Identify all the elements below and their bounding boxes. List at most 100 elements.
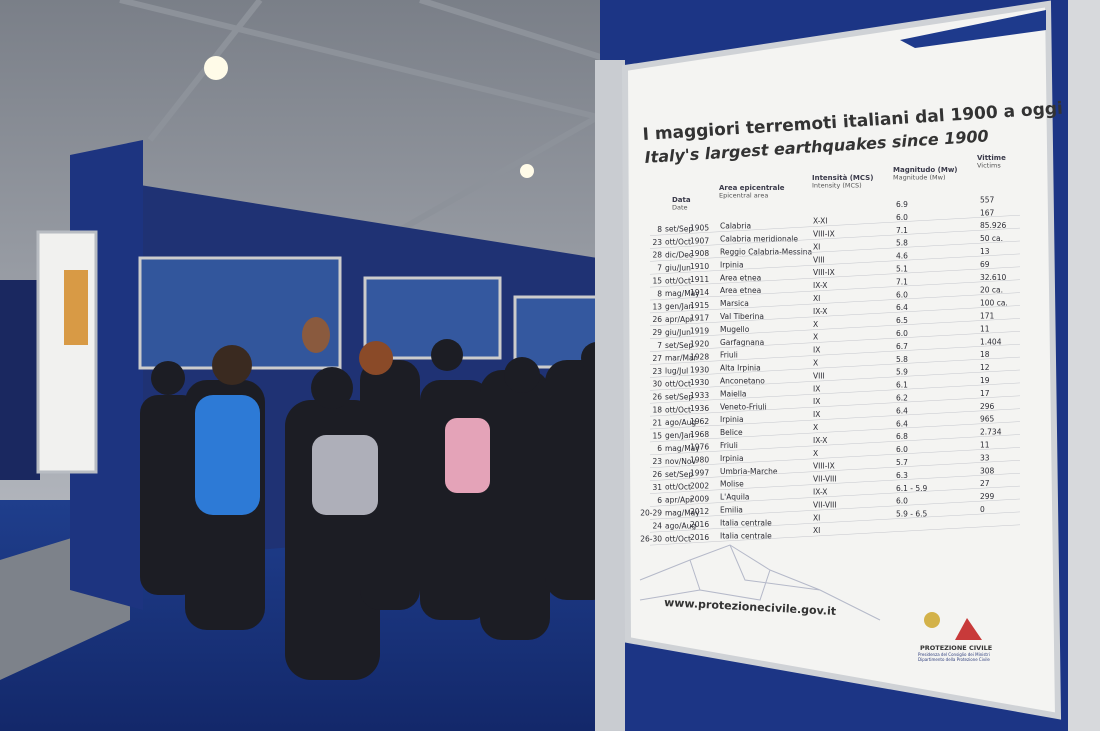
day: 23 [652,457,662,466]
row-rule [649,472,1021,494]
header-it: Magnitudo (Mw) [893,166,958,174]
month: ott/Oct [665,238,691,247]
year: 1930 [690,378,709,387]
intensity: IX-X [813,436,827,445]
intensity: X [813,423,818,432]
day: 26 [652,315,662,324]
intensity: IX [813,346,820,355]
day: 26-30 [640,534,662,543]
victims: 85.926 [980,221,1006,230]
month: gen/Jan [665,431,693,440]
header-it: Intensità (MCS) [812,174,873,182]
day: 15 [652,431,662,440]
victims: 2.734 [980,428,1002,437]
month: ott/Oct [665,534,691,543]
victims: 33 [980,453,990,462]
intensity: IX [813,397,820,406]
month: mag/May [665,509,700,518]
month: nov/Nov [665,457,697,466]
day: 23 [652,238,662,247]
magnitude: 6.1 [896,381,908,390]
row-rule [649,485,1021,507]
intensity: VIII-IX [813,268,835,277]
victims: 18 [980,350,990,359]
intensity: VII-VIII [813,500,837,509]
row-rule [649,240,1021,262]
month: giu/Jun [665,263,691,272]
intensity: X [813,320,818,329]
month: ott/Oct [665,483,691,492]
magnitude: 5.7 [896,458,908,467]
logo-subtitle-box: Presidenza del Consiglio dei Ministri Di… [918,652,990,662]
victims: 32.610 [980,273,1006,282]
magnitude: 6.0 [896,213,908,222]
area: Irpinia [720,415,744,424]
year: 1907 [690,236,709,245]
month: dic/Dec [665,251,693,260]
day: 24 [652,522,662,531]
month: gen/Jan [665,302,693,311]
row-rule [649,434,1021,456]
side-wall [0,280,40,480]
year: 2002 [690,481,709,490]
day: 7 [657,264,662,273]
magnitude: 6.4 [896,419,908,428]
ceiling-light [204,56,228,80]
month: mag/May [665,444,700,453]
row-rule [649,447,1021,468]
victims: 69 [980,260,990,269]
day: 18 [652,405,662,414]
intensity: IX [813,410,820,419]
area: Emilia [720,506,743,515]
magnitude: 7.1 [896,226,908,235]
victims: 965 [980,415,995,424]
year: 1968 [690,430,709,439]
year: 1936 [690,404,709,413]
victims: 299 [980,492,995,501]
year: 1914 [690,288,709,297]
victims: 100 ca. [980,299,1008,308]
victims: 17 [980,389,990,398]
intensity: VIII [813,371,825,380]
intensity: IX-X [813,487,827,496]
area: Alta Irpinia [720,364,761,373]
year: 1919 [690,327,709,336]
magnitude: 5.8 [896,239,908,248]
day: 30 [652,380,662,389]
month: ott/Oct [665,405,691,414]
magnitude: 7.1 [896,277,908,286]
area: Anconetano [720,377,765,386]
area: L'Aquila [720,493,750,502]
ceiling-light [520,164,534,178]
logo-mark [955,618,982,640]
month: ott/Oct [665,380,691,389]
row-rule [649,395,1021,417]
header-en: Intensity (MCS) [812,182,862,190]
area: Calabria [720,222,751,231]
area: Friuli [720,351,738,360]
row-rule [649,408,1021,430]
magnitude: 6.5 [896,316,908,325]
intensity: VII-VIII [813,475,837,484]
magnitude: 4.6 [896,252,908,261]
area: Italia centrale [720,531,772,540]
row-rule [649,292,1021,314]
magnitude: 5.9 [896,368,908,377]
row-rule [649,524,1021,546]
magnitude: 6.9 [896,200,908,209]
year: 1933 [690,391,709,400]
magnitude: 6.0 [896,290,908,299]
victims: 171 [980,312,995,321]
year: 1905 [690,223,709,232]
row-rule [649,331,1021,352]
victims: 50 ca. [980,234,1003,243]
header-en: Magnitude (Mw) [893,174,946,182]
intensity: X [813,449,818,458]
day: 23 [652,367,662,376]
magnitude: 6.3 [896,471,908,480]
magnitude: 6.7 [896,342,908,351]
victims: 167 [980,208,995,217]
victims: 11 [980,324,990,333]
